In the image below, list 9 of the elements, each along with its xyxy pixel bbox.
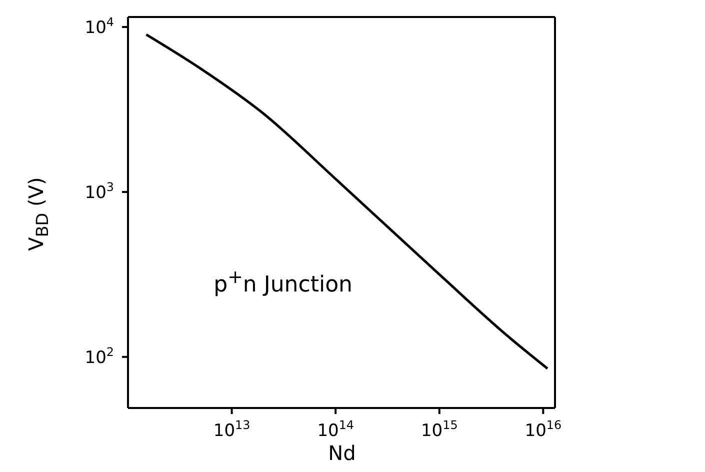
x-tick-label: 10$^{13}$ <box>213 418 250 441</box>
x-tick-label: 10$^{16}$ <box>524 418 562 441</box>
y-tick-label: 10$^{2}$ <box>84 344 114 368</box>
x-tick-label: 10$^{15}$ <box>420 418 458 441</box>
y-tick-label: 10$^{4}$ <box>84 15 114 38</box>
annotation: p$^{+}$n Junction <box>214 266 352 298</box>
x-tick-label: 10$^{14}$ <box>317 418 354 441</box>
y-tick-label: 10$^{3}$ <box>84 180 114 203</box>
x-axis-title: Nd <box>327 441 357 465</box>
